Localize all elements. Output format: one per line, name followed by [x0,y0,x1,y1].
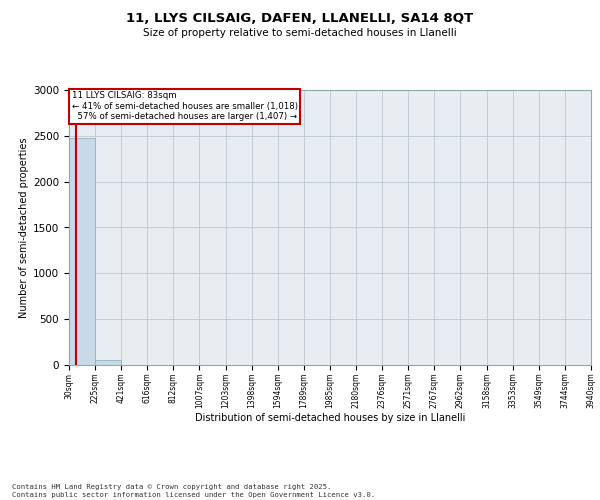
Bar [95,360,121,365]
Text: 11, LLYS CILSAIG, DAFEN, LLANELLI, SA14 8QT: 11, LLYS CILSAIG, DAFEN, LLANELLI, SA14 … [127,12,473,26]
Y-axis label: Number of semi-detached properties: Number of semi-detached properties [19,137,29,318]
X-axis label: Distribution of semi-detached houses by size in Llanelli: Distribution of semi-detached houses by … [195,412,465,422]
Text: 11 LLYS CILSAIG: 83sqm
← 41% of semi-detached houses are smaller (1,018)
  57% o: 11 LLYS CILSAIG: 83sqm ← 41% of semi-det… [71,92,298,121]
Text: Contains HM Land Registry data © Crown copyright and database right 2025.
Contai: Contains HM Land Registry data © Crown c… [12,484,375,498]
Bar [69,138,95,365]
Text: Size of property relative to semi-detached houses in Llanelli: Size of property relative to semi-detach… [143,28,457,38]
